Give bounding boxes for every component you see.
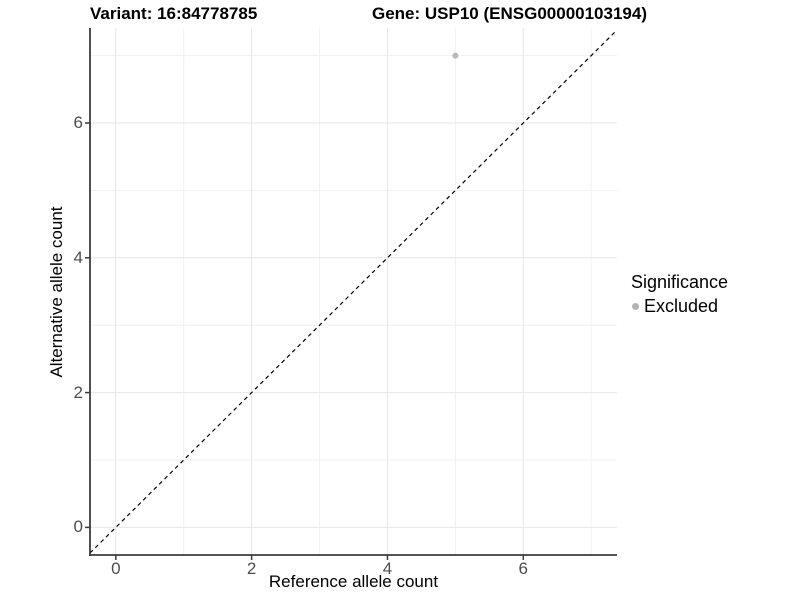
legend: Significance Excluded [631,272,728,317]
legend-item-label: Excluded [644,296,719,316]
x-tick-label: 0 [111,559,121,578]
x-axis-label: Reference allele count [268,572,439,591]
data-point [452,52,459,59]
legend-point-icon [632,303,639,310]
x-tick-label: 6 [518,559,528,578]
y-axis-label: Alternative allele count [47,206,66,378]
y-tick-label: 0 [73,517,83,537]
identity-line [89,29,618,554]
legend-item-excluded: Excluded [631,296,728,317]
x-tick-label: 2 [246,559,257,578]
plot-title-variant: Variant: 16:84778785 [90,4,258,23]
legend-title: Significance [631,272,729,292]
plot-title-gene: Gene: USP10 (ENSG00000103194) [372,4,647,23]
x-tick-label: 4 [382,559,393,578]
y-tick-label: 4 [73,247,83,267]
y-tick-label: 2 [73,382,83,402]
y-tick-label: 6 [73,113,83,133]
